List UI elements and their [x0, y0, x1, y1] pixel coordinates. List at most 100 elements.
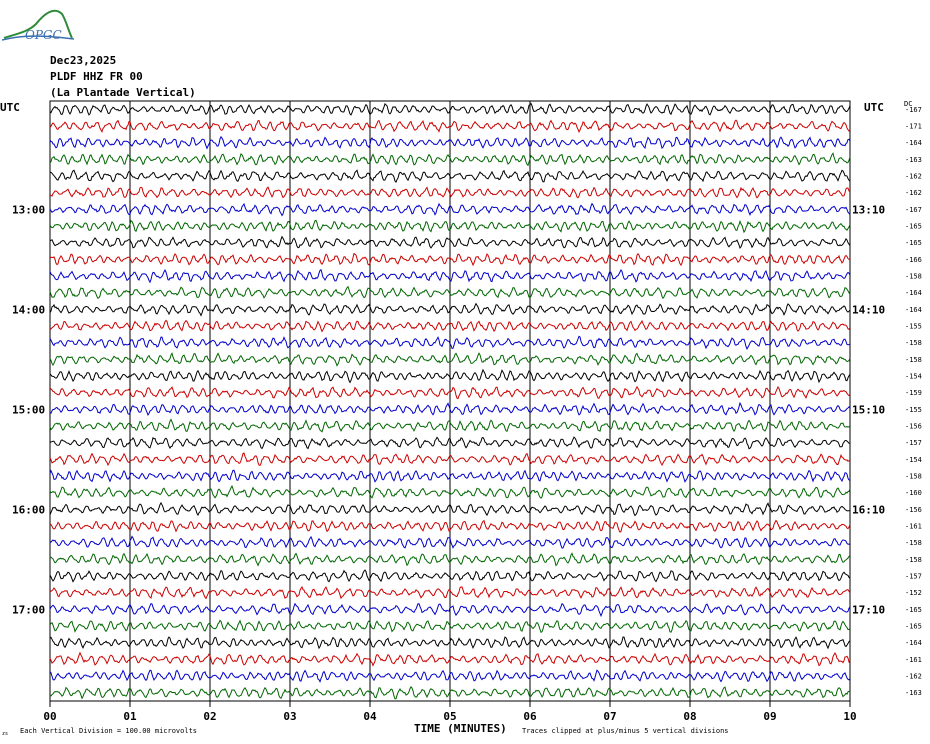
x-tick-label: 07	[603, 710, 616, 723]
dc-offset-label: -163	[905, 156, 922, 164]
utc-right-label: UTC	[864, 101, 884, 114]
dc-offset-label: -158	[905, 556, 922, 564]
trace-row-9	[49, 235, 851, 250]
trace-row-1	[49, 102, 851, 116]
x-tick-label: 01	[123, 710, 137, 723]
dc-offset-label: -163	[905, 689, 922, 697]
x-tick-label: 00	[43, 710, 56, 723]
dc-offset-label: -155	[905, 406, 922, 414]
dc-offset-label: -158	[905, 273, 922, 281]
dc-header-label: DC	[904, 100, 912, 108]
trace-row-27	[49, 535, 851, 549]
x-tick-label: 05	[443, 710, 456, 723]
grid-layer	[49, 100, 851, 707]
left-time-label: 16:00	[12, 503, 45, 516]
right-time-label: 13:10	[852, 203, 885, 216]
mountain-logo-icon	[1, 9, 75, 41]
trace-row-15	[49, 335, 851, 351]
trace-row-33	[49, 636, 851, 650]
dc-offset-label: -165	[905, 223, 922, 231]
dc-offset-label: -166	[905, 256, 922, 264]
left-time-label: 14:00	[12, 303, 45, 316]
dc-offset-label: -160	[905, 489, 922, 497]
scale-note: Each Vertical Division = 100.00 microvol…	[20, 727, 197, 735]
trace-row-14	[49, 319, 851, 333]
trace-row-19	[49, 401, 851, 416]
right-time-label: 16:10	[852, 503, 885, 516]
trace-row-31	[49, 602, 851, 618]
trace-row-3	[49, 135, 851, 150]
trace-row-18	[49, 385, 851, 400]
dc-offset-label: -162	[905, 673, 922, 681]
right-time-label: 14:10	[852, 303, 885, 316]
trace-row-32	[49, 619, 851, 634]
trace-layer	[49, 102, 851, 700]
dc-offset-label: -165	[905, 623, 922, 631]
dc-offset-label: -162	[905, 189, 922, 197]
trace-row-5	[49, 169, 851, 183]
trace-row-8	[49, 219, 851, 234]
dc-offset-label: -162	[905, 173, 922, 181]
dc-offset-label: -164	[905, 306, 922, 314]
trace-row-36	[49, 686, 850, 700]
dc-offset-label: -161	[905, 656, 922, 664]
dc-offset-label: -159	[905, 389, 922, 397]
left-time-label: 13:00	[12, 203, 45, 216]
trace-row-28	[49, 552, 851, 567]
dc-offset-label: -167	[905, 206, 922, 214]
date-label: Dec23,2025	[50, 54, 117, 67]
x-tick-label: 03	[283, 710, 296, 723]
x-tick-label: 09	[763, 710, 776, 723]
trace-row-13	[49, 302, 851, 317]
trace-row-7	[49, 202, 851, 217]
x-tick-label: 04	[363, 710, 377, 723]
dc-offset-label: -156	[905, 423, 922, 431]
trace-row-24	[49, 484, 851, 499]
dc-offset-label: -164	[905, 139, 922, 147]
dc-offset-label: -161	[905, 523, 922, 531]
left-time-label: 15:00	[12, 403, 45, 416]
x-tick-label: 06	[523, 710, 537, 723]
x-tick-label: 10	[843, 710, 856, 723]
dc-offset-label: -164	[905, 289, 922, 297]
dc-offset-label: -157	[905, 573, 922, 581]
trace-row-21	[49, 436, 851, 450]
dc-offset-label: -158	[905, 339, 922, 347]
right-time-label: 17:10	[852, 603, 885, 616]
corner-mark: zs	[2, 731, 8, 737]
left-time-label: 17:00	[12, 603, 45, 616]
dc-offset-label: -154	[905, 373, 922, 381]
location-label: (La Plantade Vertical)	[50, 86, 196, 99]
trace-row-29	[49, 569, 851, 583]
trace-row-4	[49, 152, 851, 167]
dc-offset-label: -156	[905, 506, 922, 514]
trace-row-17	[49, 368, 851, 384]
trace-row-25	[49, 501, 851, 517]
dc-offset-label: -158	[905, 473, 922, 481]
station-label: PLDF HHZ FR 00	[50, 70, 143, 83]
dc-offset-label: -152	[905, 589, 922, 597]
trace-row-6	[49, 186, 851, 199]
trace-row-20	[49, 418, 851, 433]
trace-row-12	[49, 285, 851, 300]
x-axis-title: TIME (MINUTES)	[414, 722, 507, 735]
dc-offset-label: -165	[905, 606, 922, 614]
logo-text: OPGC	[25, 28, 62, 42]
trace-row-2	[49, 119, 851, 133]
dc-offset-label: -167	[905, 106, 922, 114]
clip-note: Traces clipped at plus/minus 5 vertical …	[522, 727, 729, 735]
trace-row-11	[49, 268, 851, 284]
dc-offset-label: -155	[905, 323, 922, 331]
utc-left-label: UTC	[0, 101, 20, 114]
right-time-label: 15:10	[852, 403, 885, 416]
trace-row-23	[49, 469, 851, 483]
dc-offset-label: -165	[905, 239, 922, 247]
dc-offset-label: -154	[905, 456, 922, 464]
opgc-logo: OPGC	[1, 4, 75, 44]
trace-row-16	[49, 352, 851, 367]
dc-offset-label: -157	[905, 439, 922, 447]
x-tick-label: 02	[203, 710, 216, 723]
trace-row-34	[49, 651, 851, 667]
